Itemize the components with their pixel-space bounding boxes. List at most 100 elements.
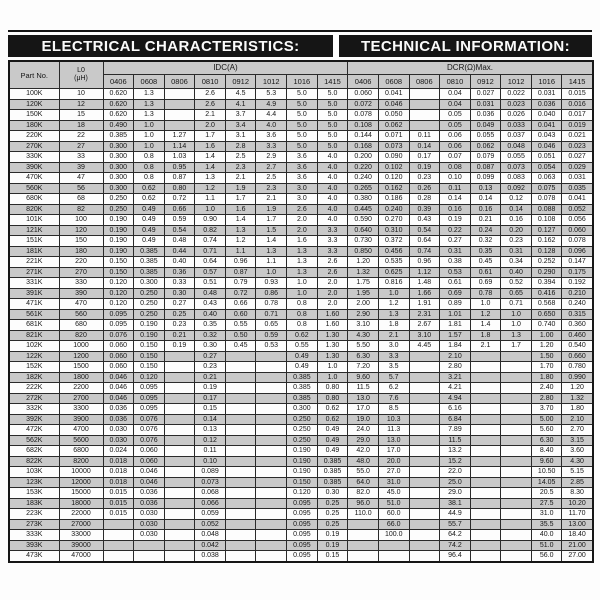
- dcr-0806-cell: 0.54: [408, 224, 441, 236]
- idc-1016-cell: 5.0: [286, 98, 318, 110]
- dcr-0406-cell: 17.0: [347, 403, 379, 415]
- dcr-1016-cell: 20.5: [530, 487, 563, 499]
- dcr-1415-cell: 0.078: [561, 235, 594, 247]
- idc-1012-cell: [255, 434, 288, 446]
- idc-0912-cell: [224, 476, 257, 488]
- dcr-0406-cell: 3.10: [347, 319, 379, 331]
- part-no-cell: 121K: [8, 224, 60, 236]
- idc-0608-cell: 1.3: [133, 88, 165, 100]
- idc-0406-cell: 0.150: [102, 266, 135, 278]
- idc-1012-cell: 5.3: [255, 88, 288, 100]
- table-row: 102K 1000 0.060 0.150 0.19 0.30 0.45 0.53 0.55 1.…: [8, 340, 594, 352]
- idc-0912-cell: 0.50: [224, 329, 257, 341]
- part-no-cell: 392K: [8, 413, 60, 425]
- dcr-1016-cell: 9.60: [530, 455, 563, 467]
- idc-size-header-1016: 1016: [286, 74, 318, 89]
- idc-1012-cell: 1.3: [255, 245, 288, 257]
- dcr-0406-cell: 64.0: [347, 476, 379, 488]
- dcr-0608-cell: 0.310: [377, 224, 410, 236]
- dcr-0810-cell: 0.53: [439, 266, 471, 278]
- dcr-0912-cell: 0.14: [469, 193, 502, 205]
- idc-0810-cell: 1.3: [194, 172, 226, 184]
- l0-value-cell: 3900: [58, 413, 104, 425]
- dcr-0608-cell: 51.0: [377, 497, 410, 509]
- idc-0912-cell: [224, 508, 257, 520]
- dcr-0912-cell: 0.16: [469, 203, 502, 215]
- dcr-1415-cell: 0.660: [561, 350, 594, 362]
- idc-0608-cell: 0.046: [133, 466, 165, 478]
- idc-0810-cell: 0.10: [194, 455, 226, 467]
- idc-0608-cell: [133, 539, 165, 551]
- l0-value-cell: 27: [58, 140, 104, 152]
- dcr-1016-cell: 0.108: [530, 214, 563, 226]
- dcr-size-header-0608: 0608: [377, 74, 410, 89]
- idc-1415-cell: 0.30: [316, 487, 349, 499]
- part-no-cell: 152K: [8, 361, 60, 373]
- dcr-0912-cell: [469, 455, 502, 467]
- idc-1016-cell: 0.120: [286, 487, 318, 499]
- idc-0406-cell: 0.190: [102, 224, 135, 236]
- idc-1415-cell: 3.3: [316, 235, 349, 247]
- dcr-0406-cell: 42.0: [347, 445, 379, 457]
- l0-value-cell: 18: [58, 119, 104, 131]
- dcr-0806-cell: 0.39: [408, 203, 441, 215]
- dcr-1012-cell: 0.092: [500, 182, 532, 194]
- dcr-0810-cell: 0.04: [439, 88, 471, 100]
- dcr-0810-cell: 11.5: [439, 434, 471, 446]
- idc-0810-cell: 0.23: [194, 361, 226, 373]
- idc-0912-cell: 3.1: [224, 130, 257, 142]
- idc-0406-cell: 0.300: [102, 161, 135, 173]
- idc-1415-cell: 0.385: [316, 455, 349, 467]
- idc-0806-cell: 1.03: [163, 151, 196, 163]
- idc-0912-cell: 0.45: [224, 340, 257, 352]
- l0-value-cell: 56: [58, 182, 104, 194]
- idc-0608-cell: 0.385: [133, 256, 165, 268]
- idc-0406-cell: 0.060: [102, 350, 135, 362]
- part-no-cell: 680K: [8, 193, 60, 205]
- dcr-1012-cell: 0.16: [500, 214, 532, 226]
- idc-0912-cell: 4.5: [224, 88, 257, 100]
- table-row: 120K 12 0.620 1.3 2.6 4.1 4.9 5.0 5.0 0.072 0.046 0…: [8, 98, 594, 110]
- dcr-0810-cell: 4.94: [439, 392, 471, 404]
- dcr-0810-cell: 96.4: [439, 550, 471, 562]
- dcr-1415-cell: 0.023: [561, 140, 594, 152]
- dcr-0608-cell: 0.102: [377, 161, 410, 173]
- idc-size-header-0806: 0806: [163, 74, 196, 89]
- dcr-1016-cell: 0.031: [530, 88, 563, 100]
- dcr-0406-cell: 0.850: [347, 245, 379, 257]
- part-no-cell: 821K: [8, 329, 60, 341]
- idc-1012-cell: [255, 413, 288, 425]
- table-row: 471K 470 0.120 0.250 0.27 0.43 0.66 0.78 0.8 2.0 2…: [8, 298, 594, 310]
- l0-value-cell: 820: [58, 329, 104, 341]
- l0-value-cell: 1000: [58, 340, 104, 352]
- idc-1016-cell: 0.385: [286, 392, 318, 404]
- idc-size-header-0912: 0912: [224, 74, 257, 89]
- dcr-0806-cell: [408, 371, 441, 383]
- dcr-1016-cell: 0.162: [530, 235, 563, 247]
- idc-0810-cell: 0.43: [194, 298, 226, 310]
- idc-0912-cell: [224, 445, 257, 457]
- idc-0406-cell: [102, 539, 135, 551]
- idc-0806-cell: [163, 434, 196, 446]
- part-no-cell: 822K: [8, 455, 60, 467]
- dcr-0806-cell: [408, 476, 441, 488]
- datasheet-page: ELECTRICAL CHARACTERISTICS: TECHNICAL IN…: [8, 30, 594, 563]
- dcr-1012-cell: 0.083: [500, 172, 532, 184]
- dcr-0912-cell: [469, 424, 502, 436]
- idc-0810-cell: 0.059: [194, 508, 226, 520]
- part-no-cell: 151K: [8, 235, 60, 247]
- idc-0810-cell: 0.17: [194, 392, 226, 404]
- idc-1415-cell: 5.0: [316, 88, 349, 100]
- idc-0810-cell: 2.6: [194, 88, 226, 100]
- dcr-0608-cell: 0.090: [377, 151, 410, 163]
- dcr-0406-cell: 24.0: [347, 424, 379, 436]
- l0-value-cell: 8200: [58, 455, 104, 467]
- dcr-0810-cell: 0.19: [439, 214, 471, 226]
- idc-0806-cell: [163, 487, 196, 499]
- part-no-cell: 221K: [8, 256, 60, 268]
- dcr-0608-cell: 5.7: [377, 371, 410, 383]
- idc-0912-cell: [224, 350, 257, 362]
- dcr-0406-cell: 0.072: [347, 98, 379, 110]
- idc-1012-cell: 1.7: [255, 214, 288, 226]
- dcr-1016-cell: 8.40: [530, 445, 563, 457]
